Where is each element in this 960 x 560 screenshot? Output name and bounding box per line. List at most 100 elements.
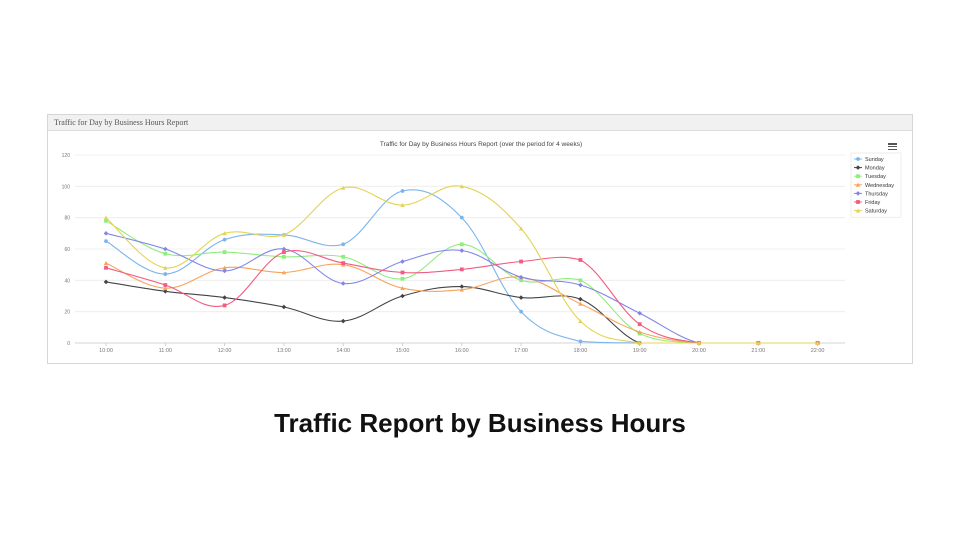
y-tick-label: 20	[64, 310, 70, 316]
data-point-monday[interactable]	[222, 295, 227, 300]
data-point-saturday[interactable]	[518, 226, 524, 231]
data-point-thursday[interactable]	[340, 281, 346, 286]
legend-label-sunday: Sunday	[865, 157, 884, 163]
legend-item-thursday[interactable]: Thursday	[854, 191, 888, 197]
data-point-thursday[interactable]	[637, 310, 642, 316]
data-point-tuesday[interactable]	[459, 242, 464, 247]
data-point-thursday[interactable]	[518, 274, 524, 280]
data-point-tuesday[interactable]	[519, 278, 523, 283]
data-point-tuesday[interactable]	[163, 251, 168, 256]
data-point-wednesday[interactable]	[578, 301, 583, 306]
legend-marker-tuesday[interactable]	[856, 174, 860, 179]
data-point-friday[interactable]	[400, 270, 405, 275]
data-point-saturday[interactable]	[400, 202, 405, 208]
legend-item-monday[interactable]: Monday	[854, 165, 885, 172]
data-point-monday[interactable]	[400, 293, 405, 299]
data-point-tuesday[interactable]	[578, 278, 583, 283]
data-point-friday[interactable]	[163, 283, 168, 287]
legend-marker-monday[interactable]	[855, 165, 861, 170]
legend-item-wednesday[interactable]: Wednesday	[854, 182, 894, 189]
x-tick-label: 18:00	[574, 348, 588, 354]
data-point-saturday[interactable]	[756, 340, 761, 345]
data-point-monday[interactable]	[163, 289, 168, 294]
legend-label-friday: Friday	[865, 200, 881, 206]
legend-item-tuesday[interactable]: Tuesday	[854, 174, 886, 180]
data-point-wednesday[interactable]	[459, 287, 464, 292]
data-point-tuesday[interactable]	[104, 218, 108, 223]
data-point-saturday[interactable]	[815, 340, 820, 345]
data-point-thursday[interactable]	[400, 259, 405, 264]
data-point-saturday[interactable]	[163, 265, 168, 270]
data-point-thursday[interactable]	[103, 231, 109, 236]
series-tuesday	[104, 218, 820, 345]
y-tick-label: 120	[62, 153, 71, 159]
data-point-wednesday[interactable]	[281, 270, 287, 275]
data-point-wednesday[interactable]	[103, 260, 109, 265]
legend-marker-saturday[interactable]	[855, 208, 861, 213]
legend-item-sunday[interactable]: Sunday	[854, 157, 884, 163]
data-point-friday[interactable]	[519, 259, 523, 264]
series-wednesday	[103, 260, 820, 345]
data-point-friday[interactable]	[459, 267, 464, 272]
data-point-friday[interactable]	[578, 258, 583, 262]
data-point-sunday[interactable]	[163, 272, 168, 276]
x-tick-label: 20:00	[692, 348, 706, 354]
data-point-friday[interactable]	[282, 250, 286, 255]
data-point-sunday[interactable]	[104, 239, 108, 244]
series-friday	[104, 250, 820, 345]
data-point-saturday[interactable]	[696, 340, 702, 345]
data-point-saturday[interactable]	[459, 184, 464, 189]
data-point-sunday[interactable]	[578, 339, 583, 344]
data-point-saturday[interactable]	[281, 232, 287, 237]
legend-item-friday[interactable]: Friday	[854, 200, 881, 206]
data-point-wednesday[interactable]	[400, 285, 405, 291]
data-point-friday[interactable]	[341, 261, 346, 265]
legend-marker-wednesday[interactable]	[855, 182, 861, 187]
data-point-thursday[interactable]	[578, 282, 583, 288]
legend-label-thursday: Thursday	[865, 191, 888, 197]
data-point-saturday[interactable]	[103, 215, 109, 220]
legend-item-saturday[interactable]: Saturday	[854, 208, 887, 215]
slide-caption: Traffic Report by Business Hours	[274, 408, 686, 438]
x-tick-label: 15:00	[396, 348, 410, 354]
data-point-sunday[interactable]	[459, 215, 464, 220]
data-point-monday[interactable]	[281, 304, 287, 310]
legend-marker-friday[interactable]	[856, 200, 860, 204]
data-point-friday[interactable]	[637, 322, 642, 327]
x-tick-label: 17:00	[514, 348, 528, 354]
data-point-tuesday[interactable]	[222, 250, 227, 255]
data-point-wednesday[interactable]	[163, 285, 168, 291]
data-point-thursday[interactable]	[163, 246, 168, 252]
data-point-monday[interactable]	[340, 318, 346, 324]
data-point-friday[interactable]	[104, 265, 108, 270]
data-point-tuesday[interactable]	[282, 254, 286, 259]
data-point-sunday[interactable]	[519, 309, 523, 314]
data-point-monday[interactable]	[518, 295, 524, 300]
data-point-wednesday[interactable]	[637, 329, 642, 334]
data-point-tuesday[interactable]	[341, 254, 346, 259]
data-point-thursday[interactable]	[281, 246, 287, 252]
legend-label-saturday: Saturday	[865, 209, 887, 215]
data-point-saturday[interactable]	[578, 318, 583, 323]
data-point-tuesday[interactable]	[400, 276, 405, 281]
data-point-sunday[interactable]	[222, 237, 227, 242]
legend-marker-sunday[interactable]	[856, 157, 860, 161]
data-point-saturday[interactable]	[341, 185, 346, 190]
data-point-sunday[interactable]	[400, 189, 405, 193]
chart-legend[interactable]: Sunday Monday Tuesday Wednesday Thursday Frid…	[850, 152, 902, 218]
data-point-thursday[interactable]	[459, 248, 465, 253]
data-point-saturday[interactable]	[222, 231, 227, 236]
x-tick-label: 11:00	[159, 348, 172, 354]
series-saturday	[103, 184, 820, 345]
data-point-saturday[interactable]	[637, 340, 642, 345]
data-point-wednesday[interactable]	[222, 265, 227, 270]
data-point-monday[interactable]	[103, 279, 109, 285]
data-point-thursday[interactable]	[222, 268, 227, 274]
legend-marker-thursday[interactable]	[855, 191, 861, 196]
panel-title: Traffic for Day by Business Hours Report	[48, 115, 912, 131]
data-point-friday[interactable]	[222, 303, 227, 308]
data-point-sunday[interactable]	[341, 242, 346, 247]
data-point-monday[interactable]	[578, 296, 583, 302]
data-point-monday[interactable]	[459, 284, 465, 289]
hamburger-menu-icon[interactable]	[888, 143, 897, 151]
